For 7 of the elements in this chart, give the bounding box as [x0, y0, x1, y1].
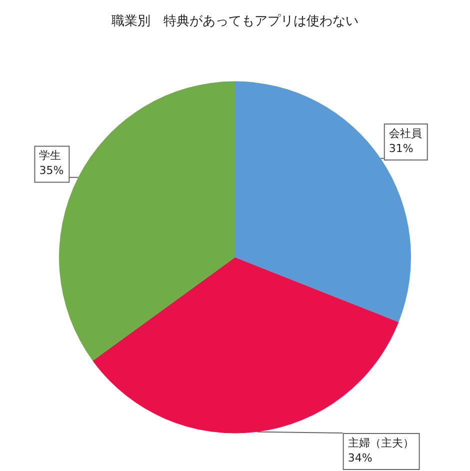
data-label: 35%: [39, 164, 64, 178]
slice-label: 学生: [39, 149, 62, 162]
slice-label: 会社員: [388, 126, 422, 140]
chart-title: 職業別 特典があってもアプリは使わない: [112, 14, 358, 30]
data-label: 31%: [388, 142, 414, 155]
slice-label: 主婦（主夫）: [348, 436, 414, 450]
data-label: 34%: [348, 451, 372, 464]
